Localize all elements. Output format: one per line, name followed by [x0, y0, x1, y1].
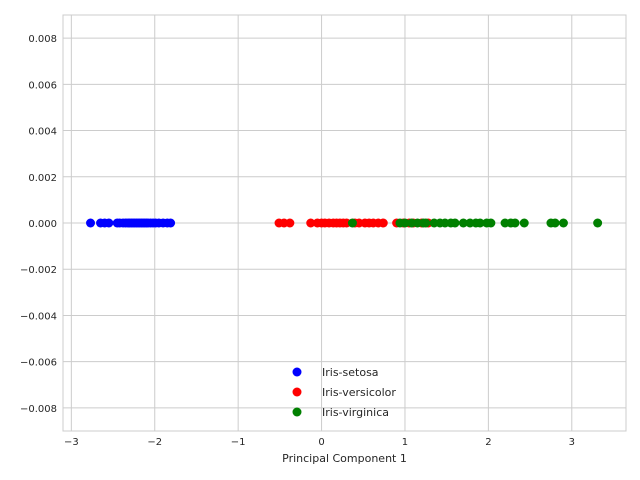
data-point	[458, 218, 468, 228]
data-point	[104, 218, 114, 228]
y-tick-label: −0.008	[20, 404, 57, 415]
x-tick-label: 1	[402, 437, 408, 448]
data-point	[86, 218, 96, 228]
y-tick-label: −0.004	[20, 311, 57, 322]
data-point	[475, 218, 485, 228]
x-axis-label: Principal Component 1	[282, 452, 407, 465]
legend: Iris-setosa Iris-versicolor Iris-virginica	[292, 366, 396, 419]
x-tick-label: 0	[318, 437, 324, 448]
data-point	[285, 218, 295, 228]
legend-marker	[292, 387, 302, 397]
y-tick-label: 0.000	[28, 219, 57, 230]
y-tick-label: −0.002	[20, 265, 57, 276]
legend-label: Iris-setosa	[322, 366, 379, 379]
data-point	[486, 218, 496, 228]
legend-label: Iris-virginica	[322, 406, 389, 419]
y-tick-label: −0.006	[20, 358, 57, 369]
y-tick-label: 0.008	[28, 34, 57, 45]
y-tick-label: 0.006	[28, 80, 57, 91]
legend-marker	[292, 407, 302, 417]
x-tick-label: 2	[485, 437, 491, 448]
y-tick-label: 0.004	[28, 127, 57, 138]
data-point	[450, 218, 460, 228]
data-point	[519, 218, 529, 228]
data-point	[421, 218, 431, 228]
x-tick-label: 3	[569, 437, 575, 448]
x-axis-ticks: −3 −2 −1 0 1 2 3	[64, 437, 575, 448]
data-point	[306, 218, 316, 228]
series-iris-virginica	[347, 218, 603, 228]
data-point	[510, 218, 520, 228]
legend-marker	[292, 367, 302, 377]
data-point	[166, 218, 176, 228]
y-axis-ticks: −0.008 −0.006 −0.004 −0.002 0.000 0.002 0.004 0…	[20, 34, 57, 415]
legend-label: Iris-versicolor	[322, 386, 396, 399]
grid	[63, 15, 626, 431]
data-point	[400, 218, 410, 228]
data-point	[550, 218, 560, 228]
x-tick-label: −1	[231, 437, 246, 448]
data-point	[378, 218, 388, 228]
data-point	[558, 218, 568, 228]
data-point	[347, 218, 357, 228]
x-tick-label: −2	[147, 437, 162, 448]
x-tick-label: −3	[64, 437, 79, 448]
series-iris-setosa	[86, 218, 176, 228]
y-tick-label: 0.002	[28, 173, 57, 184]
data-point	[593, 218, 603, 228]
data-points	[86, 218, 603, 228]
plot-frame	[62, 14, 627, 432]
